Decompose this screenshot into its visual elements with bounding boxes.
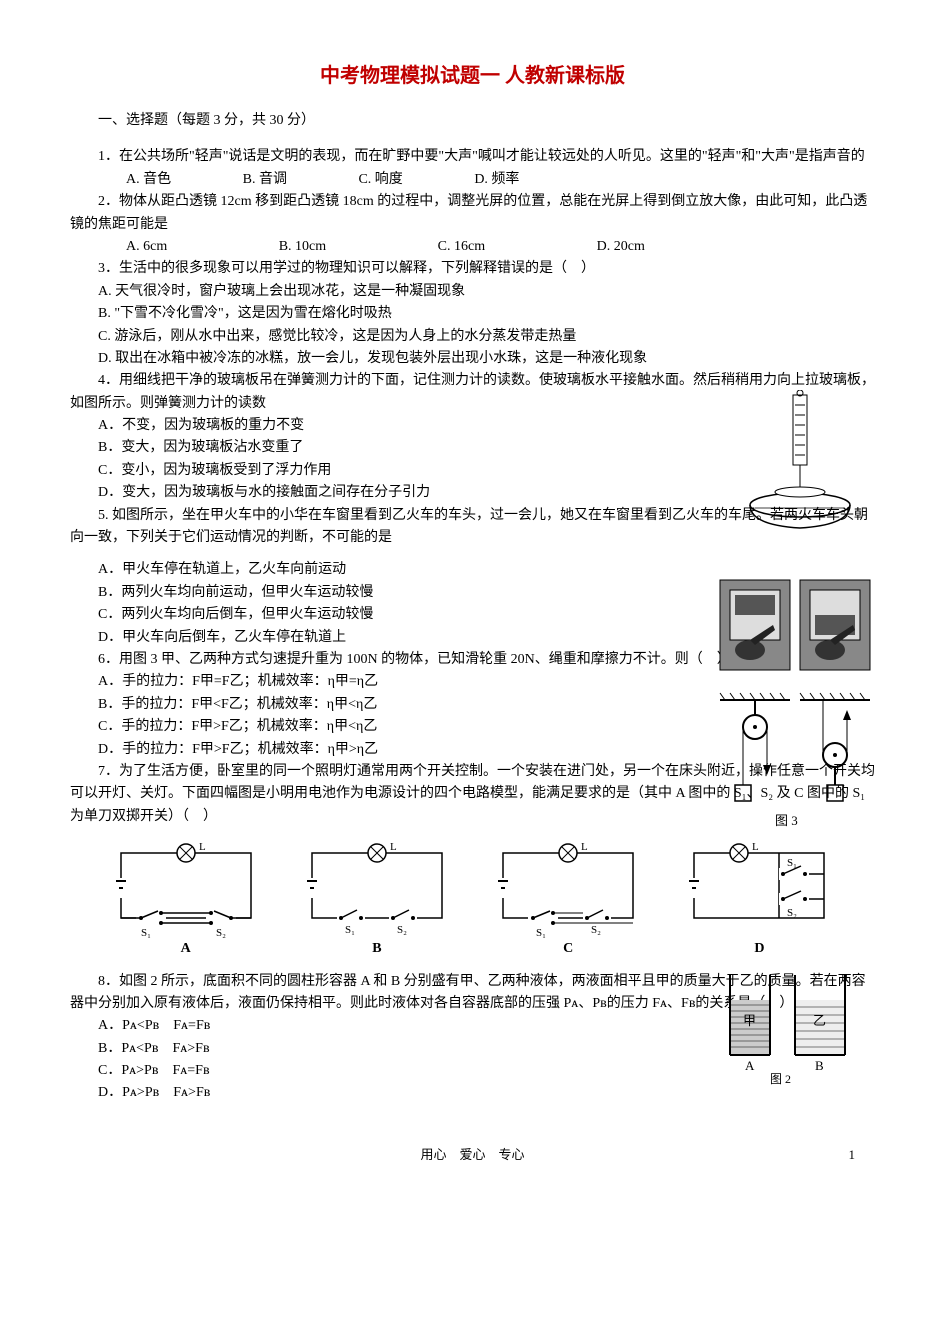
q2-options: A. 6cm B. 10cm C. 16cm D. 20cm — [70, 236, 875, 258]
svg-text:B: B — [815, 1058, 824, 1073]
svg-text:S₂: S₂ — [397, 924, 407, 936]
q1-stem: 1．在公共场所"轻声"说话是文明的表现，而在旷野中要"大声"喊叫才能让较远处的人… — [70, 146, 875, 168]
svg-text:S₂: S₂ — [787, 907, 797, 919]
circuit-a: L S₁ S₂ A — [106, 838, 266, 960]
q2-opt-a: A. 6cm — [98, 236, 167, 258]
figure-cylinders: 甲 A 乙 B 图 2 — [715, 955, 855, 1085]
q2-opt-b: B. 10cm — [251, 236, 326, 258]
q1-opt-c: C. 响度 — [330, 169, 402, 191]
svg-text:A: A — [745, 1058, 755, 1073]
circuit-b-label: B — [297, 938, 457, 960]
q3-opt-c: C. 游泳后，刚从水中出来，感觉比较冷，这是因为人身上的水分蒸发带走热量 — [70, 326, 875, 348]
circuit-c-label: C — [488, 938, 648, 960]
q2-opt-d: D. 20cm — [569, 236, 645, 258]
section-heading: 一、选择题（每题 3 分，共 30 分） — [70, 110, 875, 132]
q1-opt-d: D. 频率 — [446, 169, 519, 191]
footer-text: 用心 爱心 专心 — [420, 1147, 524, 1162]
figure-train — [715, 570, 875, 690]
svg-text:乙: 乙 — [813, 1013, 826, 1028]
q3-opt-d: D. 取出在冰箱中被冷冻的冰糕，放一会儿，发现包装外层出现小水珠，这是一种液化现… — [70, 348, 875, 370]
q3-opt-a: A. 天气很冷时，窗户玻璃上会出现冰花，这是一种凝固现象 — [70, 281, 875, 303]
q8-opt-d: D．Pᴀ>Pʙ Fᴀ>Fʙ — [70, 1082, 875, 1104]
page-title: 中考物理模拟试题一 人教新课标版 — [70, 60, 875, 92]
q3-stem: 3．生活中的很多现象可以用学过的物理知识可以解释，下列解释错误的是（ ） — [70, 258, 875, 280]
figure-spring-scale — [735, 390, 865, 550]
svg-text:L: L — [581, 841, 588, 853]
circuit-d: L S₁ S₂ D — [679, 838, 839, 960]
footer: 用心 爱心 专心 1 — [70, 1145, 875, 1166]
q1-opt-b: B. 音调 — [215, 169, 287, 191]
svg-text:S₁: S₁ — [536, 927, 546, 938]
circuit-c: L S₁ S₂ C — [488, 838, 648, 960]
svg-text:L: L — [390, 841, 397, 853]
svg-text:S₁: S₁ — [141, 927, 151, 938]
svg-text:S₂: S₂ — [591, 924, 601, 936]
page-number: 1 — [849, 1145, 856, 1166]
svg-text:S₁: S₁ — [345, 924, 355, 936]
figure-pulley: 图 3 — [715, 685, 875, 845]
q2-opt-c: C. 16cm — [410, 236, 485, 258]
q1-options: A. 音色 B. 音调 C. 响度 D. 频率 — [70, 169, 875, 191]
svg-text:L: L — [199, 841, 206, 853]
svg-text:S₂: S₂ — [216, 927, 226, 938]
q3-opt-b: B. "下雪不冷化雪冷"，这是因为雪在熔化时吸热 — [70, 303, 875, 325]
svg-text:S₁: S₁ — [787, 857, 797, 869]
svg-text:甲: 甲 — [743, 1013, 756, 1028]
q1-opt-a: A. 音色 — [98, 169, 171, 191]
q2-stem: 2．物体从距凸透镜 12cm 移到距凸透镜 18cm 的过程中，调整光屏的位置，… — [70, 191, 875, 236]
circuit-b: L S₁ S₂ B — [297, 838, 457, 960]
content: 一、选择题（每题 3 分，共 30 分） 1．在公共场所"轻声"说话是文明的表现… — [70, 110, 875, 1105]
circuit-diagrams: L S₁ S₂ A — [70, 838, 875, 960]
circuit-a-label: A — [106, 938, 266, 960]
svg-text:图 2: 图 2 — [770, 1072, 791, 1085]
fig3-label: 图 3 — [775, 813, 798, 828]
